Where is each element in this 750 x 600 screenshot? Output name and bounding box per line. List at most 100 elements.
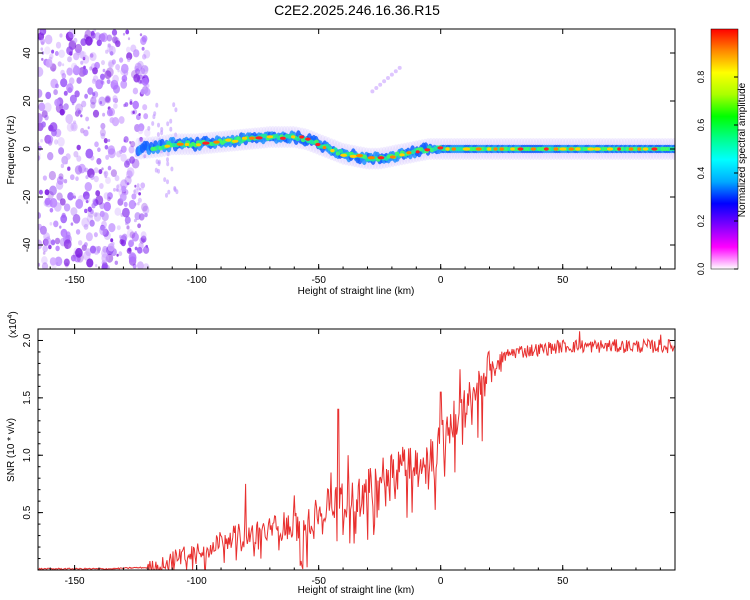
noise-blob (142, 263, 150, 269)
ridge-hotspot (389, 155, 396, 159)
noise-blob (87, 126, 90, 130)
noise-blob (140, 182, 146, 189)
noise-blob (85, 232, 93, 242)
ridge-hotspot (628, 147, 634, 151)
noise-blob (103, 201, 112, 212)
spectrogram-xtick-label: -100 (187, 275, 207, 286)
noise-blob (104, 145, 109, 150)
ridge-hotspot (587, 147, 595, 151)
noise-blob (48, 244, 52, 250)
noise-blob (66, 122, 74, 132)
noise-blob (81, 100, 87, 108)
noise-blob (83, 129, 89, 137)
noise-blob (60, 69, 65, 76)
noise-blob (137, 261, 144, 269)
noise-blob (142, 54, 147, 60)
noise-blob (70, 62, 78, 71)
colorbar-label: Normalized spectral amplitude (737, 82, 748, 217)
noise-blob (84, 208, 87, 213)
noise-blob (107, 139, 111, 142)
noise-blob (140, 88, 145, 95)
noise-blob (123, 201, 128, 207)
noise-blob (143, 113, 149, 120)
noise-blob (169, 126, 173, 132)
noise-blob (56, 176, 64, 185)
noise-blob (92, 67, 98, 75)
noise-blob (123, 136, 129, 143)
noise-blob (53, 220, 59, 228)
noise-blob (170, 166, 174, 172)
noise-blob (89, 66, 93, 71)
noise-blob (100, 132, 106, 140)
noise-blob (108, 61, 113, 68)
noise-blob (41, 256, 48, 265)
noise-blob (62, 232, 67, 238)
snr-chart: -150 -100 -50 0 50 0.5 1.0 1.5 2.0 Height of str… (6, 311, 676, 596)
noise-blob (89, 219, 95, 227)
noise-blob (126, 170, 133, 179)
noise-blob (58, 49, 65, 58)
ridge-hotspot (367, 156, 375, 160)
noise-blob (101, 253, 109, 263)
ridge-hotspot (164, 144, 171, 148)
noise-blob (144, 246, 147, 251)
noise-blob (101, 263, 107, 269)
noise-blob (119, 57, 124, 63)
noise-blob (57, 137, 65, 147)
spectrogram-ylabel: Frequency (Hz) (6, 116, 17, 185)
noise-blob (77, 110, 82, 115)
noise-blob (86, 258, 94, 268)
ridge-hotspot (445, 147, 450, 151)
ridge-hotspot (213, 140, 220, 144)
colorbar-tick-label: 0.0 (696, 263, 706, 276)
noise-blob (136, 185, 141, 191)
spectrogram-xtick-label: -150 (65, 275, 85, 286)
noise-blob (134, 184, 137, 188)
noise-blob (38, 262, 41, 267)
ridge-hotspot (241, 136, 248, 140)
noise-blob (93, 232, 98, 238)
noise-blob (139, 80, 143, 84)
noise-blob (143, 154, 147, 159)
ridge-hotspot (322, 146, 327, 150)
spectrogram-xtick-label: -50 (311, 275, 326, 286)
noise-blob (102, 68, 106, 73)
ridge-hotspot (510, 147, 515, 151)
noise-blob (54, 98, 60, 107)
noise-blob (370, 89, 375, 94)
noise-blob (92, 109, 100, 118)
noise-blob (97, 147, 101, 152)
noise-blob (125, 158, 131, 165)
noise-blob (133, 189, 136, 194)
noise-blob (101, 167, 104, 171)
figure-title: C2E2.2025.246.16.36.R15 (274, 2, 440, 18)
noise-blob (166, 157, 169, 163)
noise-blob (160, 130, 164, 136)
noise-blob (100, 73, 105, 81)
noise-blob (140, 36, 147, 46)
spectrogram-ytick-label: 20 (22, 95, 33, 107)
noise-blob (45, 58, 53, 68)
noise-blob (60, 163, 65, 169)
noise-blob (45, 91, 52, 100)
noise-blob (66, 46, 73, 55)
ridge-core (314, 139, 319, 144)
ridge-hotspot (399, 153, 405, 157)
ridge-hotspot (499, 147, 505, 151)
noise-blob (143, 65, 149, 72)
noise-blob (42, 245, 48, 253)
noise-blob (62, 63, 65, 67)
noise-blob (129, 156, 136, 164)
ridge-hotspot (451, 147, 457, 151)
noise-blob (131, 232, 139, 242)
noise-blob (65, 31, 74, 42)
noise-blob (38, 32, 45, 41)
ridge-hotspot (255, 136, 263, 140)
spectrogram-xtick-label: 0 (438, 275, 444, 286)
noise-blob (46, 135, 54, 144)
noise-blob (48, 170, 57, 181)
noise-blob (85, 116, 89, 122)
snr-scale-note-text: (x10 (8, 318, 19, 338)
noise-blob (100, 122, 106, 130)
snr-xtick-label: 50 (557, 576, 569, 587)
